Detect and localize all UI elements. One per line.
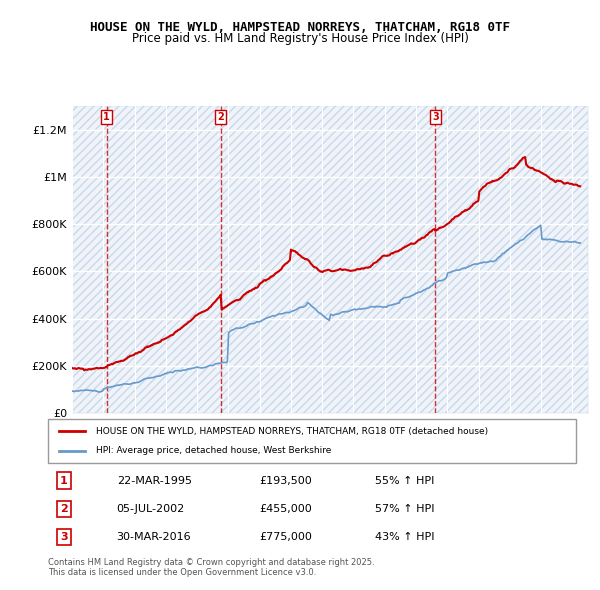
Text: HPI: Average price, detached house, West Berkshire: HPI: Average price, detached house, West…: [95, 446, 331, 455]
Text: Price paid vs. HM Land Registry's House Price Index (HPI): Price paid vs. HM Land Registry's House …: [131, 32, 469, 45]
Text: 55% ↑ HPI: 55% ↑ HPI: [376, 476, 435, 486]
Text: 3: 3: [60, 532, 68, 542]
Text: 57% ↑ HPI: 57% ↑ HPI: [376, 504, 435, 514]
Text: 2: 2: [217, 112, 224, 122]
Text: HOUSE ON THE WYLD, HAMPSTEAD NORREYS, THATCHAM, RG18 0TF: HOUSE ON THE WYLD, HAMPSTEAD NORREYS, TH…: [90, 21, 510, 34]
Text: 05-JUL-2002: 05-JUL-2002: [116, 504, 185, 514]
Text: 1: 1: [103, 112, 110, 122]
Text: £455,000: £455,000: [259, 504, 312, 514]
Text: HOUSE ON THE WYLD, HAMPSTEAD NORREYS, THATCHAM, RG18 0TF (detached house): HOUSE ON THE WYLD, HAMPSTEAD NORREYS, TH…: [95, 427, 488, 436]
Text: 3: 3: [432, 112, 439, 122]
Text: 1: 1: [60, 476, 68, 486]
Text: 30-MAR-2016: 30-MAR-2016: [116, 532, 191, 542]
FancyBboxPatch shape: [48, 419, 576, 463]
Text: 2: 2: [60, 504, 68, 514]
Text: £193,500: £193,500: [259, 476, 312, 486]
Text: Contains HM Land Registry data © Crown copyright and database right 2025.
This d: Contains HM Land Registry data © Crown c…: [48, 558, 374, 577]
Text: 43% ↑ HPI: 43% ↑ HPI: [376, 532, 435, 542]
Text: £775,000: £775,000: [259, 532, 312, 542]
Text: 22-MAR-1995: 22-MAR-1995: [116, 476, 191, 486]
